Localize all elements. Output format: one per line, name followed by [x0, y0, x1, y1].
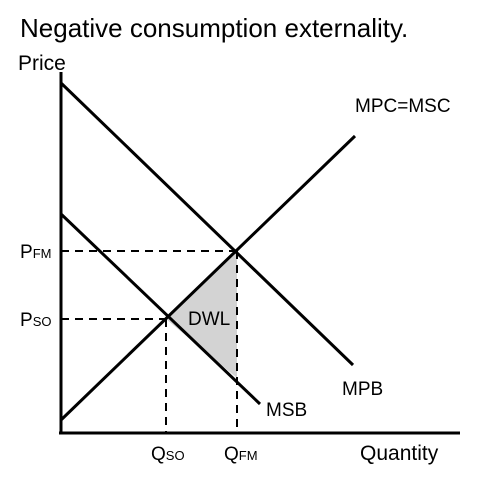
mpb-curve [59, 81, 355, 367]
mpb-label: MPB [342, 379, 383, 400]
dwl-region [166, 251, 237, 378]
msb-label: MSB [266, 400, 307, 421]
p-fm-tick-label: PFM [20, 242, 51, 263]
x-axis-label: Quantity [360, 442, 439, 465]
mpc-msc-label: MPC=MSC [355, 96, 451, 117]
q-so-tick-label: QSO [151, 444, 185, 465]
q-fm-tick-label: QFM [224, 444, 258, 465]
msb-curve [59, 212, 262, 406]
mpc-msc-curve [59, 134, 357, 422]
p-so-tick-label: PSO [20, 310, 51, 331]
dwl-label: DWL [188, 309, 230, 330]
y-axis-label: Price [18, 52, 66, 75]
diagram-title: Negative consumption externality. [20, 13, 408, 43]
